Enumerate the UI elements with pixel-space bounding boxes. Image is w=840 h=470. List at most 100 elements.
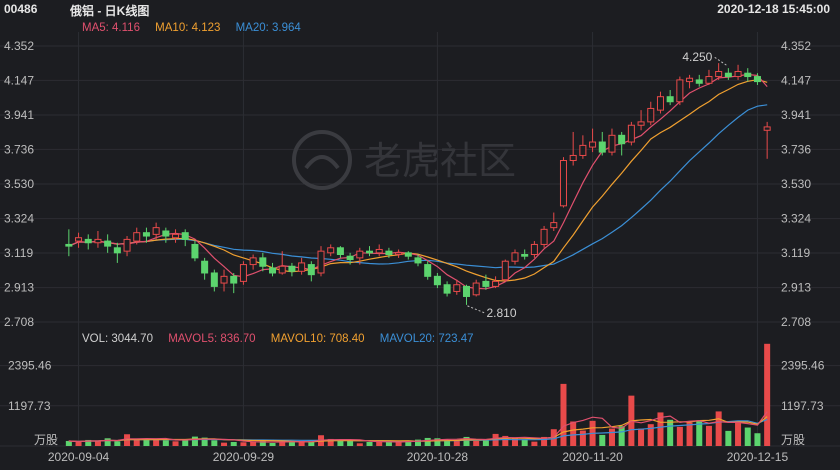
candle-body — [608, 134, 616, 153]
volume-bar — [182, 439, 189, 446]
chart-title: 俄铝 - 日K线图 — [70, 4, 150, 18]
chart-grid — [0, 32, 840, 447]
volume-bar — [667, 419, 674, 446]
candle-body — [249, 257, 257, 266]
volume-bar — [725, 430, 732, 446]
volume-bar — [521, 439, 528, 446]
candle-body — [414, 257, 422, 264]
volume-bar — [463, 436, 470, 446]
volume-bar — [337, 440, 344, 446]
candle-body — [666, 96, 674, 103]
candle-body — [142, 232, 150, 237]
candle-body — [753, 76, 761, 83]
price-tick-label-left: 4.352 — [4, 39, 34, 53]
volume-bar — [308, 441, 315, 446]
annotation-low: 2.810 — [486, 306, 516, 320]
date-tick-label: 2020-09-29 — [213, 450, 275, 464]
volume-bar — [686, 422, 693, 446]
price-tick-label-right: 3.530 — [781, 177, 811, 191]
volume-bar — [657, 412, 664, 446]
candle-body — [65, 243, 73, 247]
candle-body — [269, 267, 277, 274]
legend-ma20: MA20: 3.964 — [235, 22, 301, 34]
candle-body — [618, 134, 626, 145]
legend-vol: VOL: 3044.70 — [82, 333, 153, 345]
candle-body — [404, 252, 412, 257]
candle-body — [501, 260, 509, 281]
candle-body — [424, 264, 432, 277]
volume-bar — [715, 411, 722, 446]
volume-bar — [65, 440, 72, 446]
price-tick-label-left: 3.941 — [4, 108, 34, 122]
candle-body — [569, 154, 577, 161]
candle-body — [239, 264, 247, 282]
candle-body — [530, 243, 538, 256]
volume-bar — [162, 440, 169, 446]
volume-bar — [376, 440, 383, 446]
candle-body — [656, 96, 664, 111]
candle-body — [637, 121, 645, 126]
candle-body — [395, 252, 403, 256]
price-legend: MA5: 4.116 MA10: 4.123 MA20: 3.964 — [82, 22, 313, 38]
candle-body — [346, 255, 354, 261]
annotation-leader — [467, 305, 485, 314]
legend-mavol10: MAVOL10: 708.40 — [270, 333, 365, 345]
price-tick-label-right: 3.119 — [781, 246, 810, 260]
candle-body — [172, 233, 180, 239]
candle-body — [162, 230, 170, 237]
date-tick-label: 2020-09-04 — [48, 450, 110, 464]
volume-bar — [647, 424, 654, 446]
volume-tick-label-right: 1197.73 — [781, 399, 824, 413]
volume-axis: 2395.46 2395.46 1197.73 1197.73 万股 万股 — [8, 359, 825, 447]
candle-body — [472, 282, 480, 296]
candle-body — [686, 77, 694, 83]
volume-bar — [288, 441, 295, 446]
price-tick-label-right: 3.736 — [781, 142, 811, 156]
price-tick-label-right: 2.913 — [781, 281, 811, 295]
volume-unit-right: 万股 — [781, 433, 805, 447]
volume-bar — [599, 434, 606, 446]
volume-bar — [453, 439, 460, 446]
candle-body — [278, 265, 286, 274]
price-tick-label-right: 3.941 — [781, 108, 811, 122]
date-axis: 2020-09-04 2020-09-29 2020-10-28 2020-11-20… — [48, 450, 789, 464]
watermark: 老虎社区 — [292, 130, 516, 190]
candle-body — [113, 247, 121, 254]
volume-bar — [764, 343, 771, 446]
volume-bar — [511, 438, 518, 446]
volume-bar — [104, 438, 111, 446]
volume-legend: VOL: 3044.70 MAVOL5: 836.70 MAVOL10: 708… — [82, 333, 486, 349]
candle-body — [220, 275, 228, 284]
candle-body — [307, 264, 315, 276]
volume-bar — [696, 421, 703, 446]
volume-bar — [560, 383, 567, 446]
legend-mavol20: MAVOL20: 723.47 — [379, 333, 474, 345]
candle-body — [133, 232, 141, 242]
candle-body — [453, 284, 461, 292]
volume-bar — [570, 421, 577, 446]
candle-body — [598, 141, 606, 153]
candle-body — [540, 228, 548, 245]
price-tick-label-left: 2.708 — [4, 315, 34, 329]
candle-body — [724, 72, 732, 78]
candle-body — [123, 238, 131, 252]
candle-body — [559, 159, 567, 207]
volume-bar — [211, 440, 218, 446]
candle-body — [230, 275, 238, 284]
candle-body — [647, 107, 655, 123]
volume-bar — [414, 439, 422, 446]
volume-tick-label-left: 1197.73 — [8, 399, 51, 413]
volume-bar — [114, 441, 121, 446]
candle-body — [298, 262, 306, 272]
volume-bar — [735, 422, 742, 446]
volume-bar — [347, 440, 354, 446]
chart-datetime: 2020-12-18 15:45:00 — [717, 2, 830, 16]
candle-body — [734, 71, 742, 78]
volume-bar — [75, 441, 82, 446]
volume-bar — [434, 438, 441, 446]
annotation-high: 4.250 — [682, 50, 712, 64]
candle-body — [433, 275, 441, 286]
legend-ma10: MA10: 4.123 — [155, 22, 221, 34]
volume-bar — [201, 437, 208, 446]
